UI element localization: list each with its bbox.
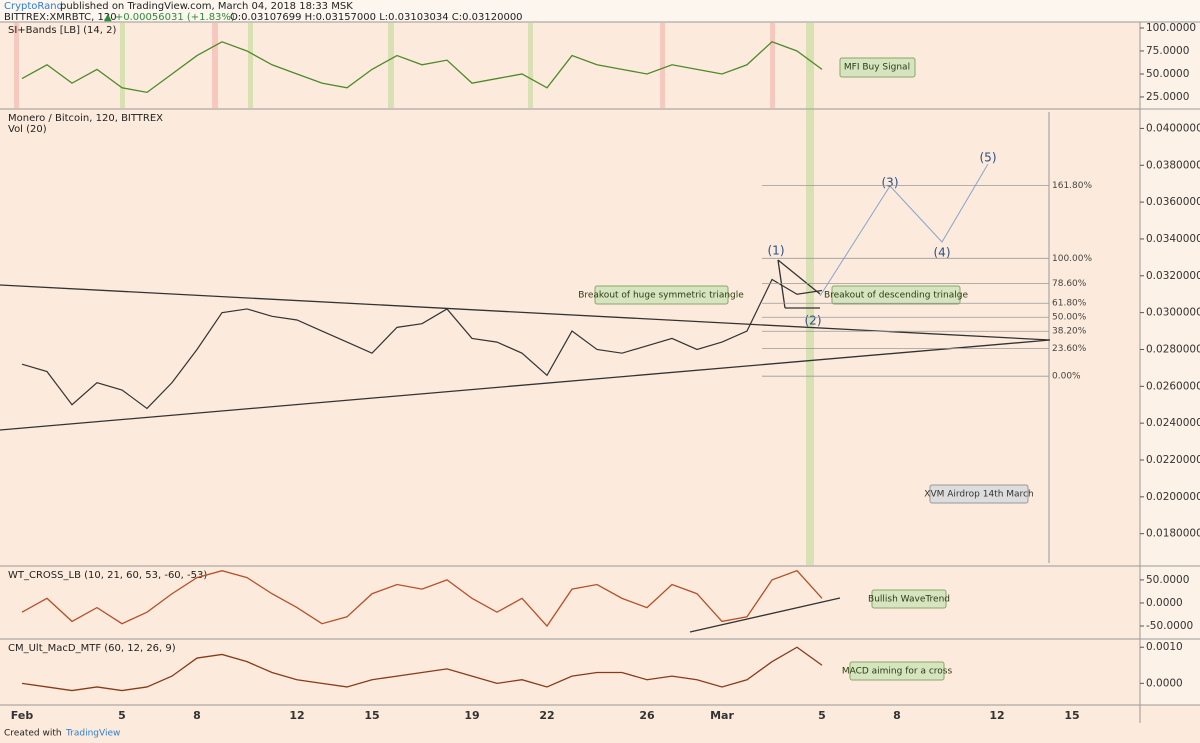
x-tick-label: Mar	[710, 709, 734, 722]
note-box	[839, 57, 916, 78]
x-tick-label: 26	[639, 709, 655, 722]
series-line	[21, 278, 823, 410]
header-bg	[0, 0, 1200, 22]
wave-label: (5)	[980, 151, 997, 165]
published: published on TradingView.com, March 04, …	[60, 1, 353, 12]
change: ▲ +0.00056031 (+1.83%)	[104, 12, 235, 23]
y-tick-label: 0.01800000	[1146, 528, 1200, 540]
wave-label: (4)	[934, 246, 951, 260]
trendlines	[0, 163, 1051, 633]
fib-label: 100.00%	[1052, 254, 1092, 264]
x-tick-label: 15	[1064, 709, 1079, 722]
y-tick-label: 50.0000	[1146, 68, 1189, 80]
fib-label: 23.60%	[1052, 344, 1087, 354]
note: XVM Airdrop 14th March	[924, 490, 1033, 500]
note-box	[594, 285, 729, 305]
signal-bands	[14, 23, 814, 565]
note-box	[831, 285, 961, 305]
series-line	[21, 41, 823, 94]
x-tick-label: 12	[989, 709, 1004, 722]
y-tick-label: 100.0000	[1146, 22, 1196, 34]
footer: Created with	[4, 729, 62, 739]
fib-label: 161.80%	[1052, 181, 1092, 191]
series-line	[21, 569, 823, 628]
panel-title: WT_CROSS_LB (10, 21, 60, 53, -60, -53)	[8, 570, 207, 581]
y-tick-label: 25.0000	[1146, 91, 1189, 103]
panel-title: Monero / Bitcoin, 120, BITTREX	[8, 113, 163, 124]
note: MACD aiming for a cross	[842, 667, 953, 677]
wave-label: (3)	[882, 176, 899, 190]
fib-label: 61.80%	[1052, 299, 1087, 309]
x-tick-label: 15	[364, 709, 379, 722]
x-tick-label: 8	[193, 709, 201, 722]
x-tick-label: 22	[539, 709, 554, 722]
note: Breakout of descending trinalge	[824, 291, 969, 301]
author[interactable]: CryptoRand	[4, 1, 63, 12]
x-tick-label: Feb	[11, 709, 34, 722]
x-tick-label: 12	[289, 709, 304, 722]
note: Breakout of huge symmetric triangle	[578, 291, 744, 301]
y-tick-label: 0.0000	[1146, 597, 1183, 609]
y-tick-label: -50.0000	[1146, 620, 1193, 632]
y-tick-label: 0.0000	[1146, 677, 1183, 689]
x-tick-label: 19	[464, 709, 479, 722]
panel-subtitle: Vol (20)	[8, 124, 47, 135]
footer-link[interactable]: TradingView	[65, 729, 120, 739]
note: MFI Buy Signal	[844, 63, 910, 73]
wave-label: (1)	[768, 244, 785, 258]
separators	[0, 21, 1200, 723]
price-axis-bg	[1140, 22, 1200, 705]
note-box	[929, 484, 1029, 504]
fib-label: 50.00%	[1052, 313, 1087, 323]
y-tick-label: 50.0000	[1146, 574, 1189, 586]
panel-title: SI+Bands [LB] (14, 2)	[8, 25, 116, 36]
annotations: MFI Buy Signal Breakout of huge symmetri…	[578, 57, 1034, 681]
x-tick-label: 8	[893, 709, 901, 722]
fib-label: 78.60%	[1052, 279, 1087, 289]
symbol: BITTREX:XMRBTC, 120	[4, 12, 117, 23]
y-tick-label: 0.0010	[1146, 641, 1183, 653]
fib-label: 38.20%	[1052, 327, 1087, 337]
wave-label: (2)	[805, 314, 822, 328]
note-box	[849, 661, 945, 681]
panel-title: CM_Ult_MacD_MTF (60, 12, 26, 9)	[8, 643, 176, 654]
y-tick-label: 75.0000	[1146, 45, 1189, 57]
note: Bullish WaveTrend	[868, 595, 950, 605]
fib-label: 0.00%	[1052, 372, 1081, 382]
x-tick-label: 5	[818, 709, 826, 722]
series-line	[21, 646, 823, 692]
ohlc: O:0.03107699 H:0.03157000 L:0.03103034 C…	[230, 12, 523, 23]
x-tick-label: 5	[118, 709, 126, 722]
note-box	[871, 589, 947, 609]
